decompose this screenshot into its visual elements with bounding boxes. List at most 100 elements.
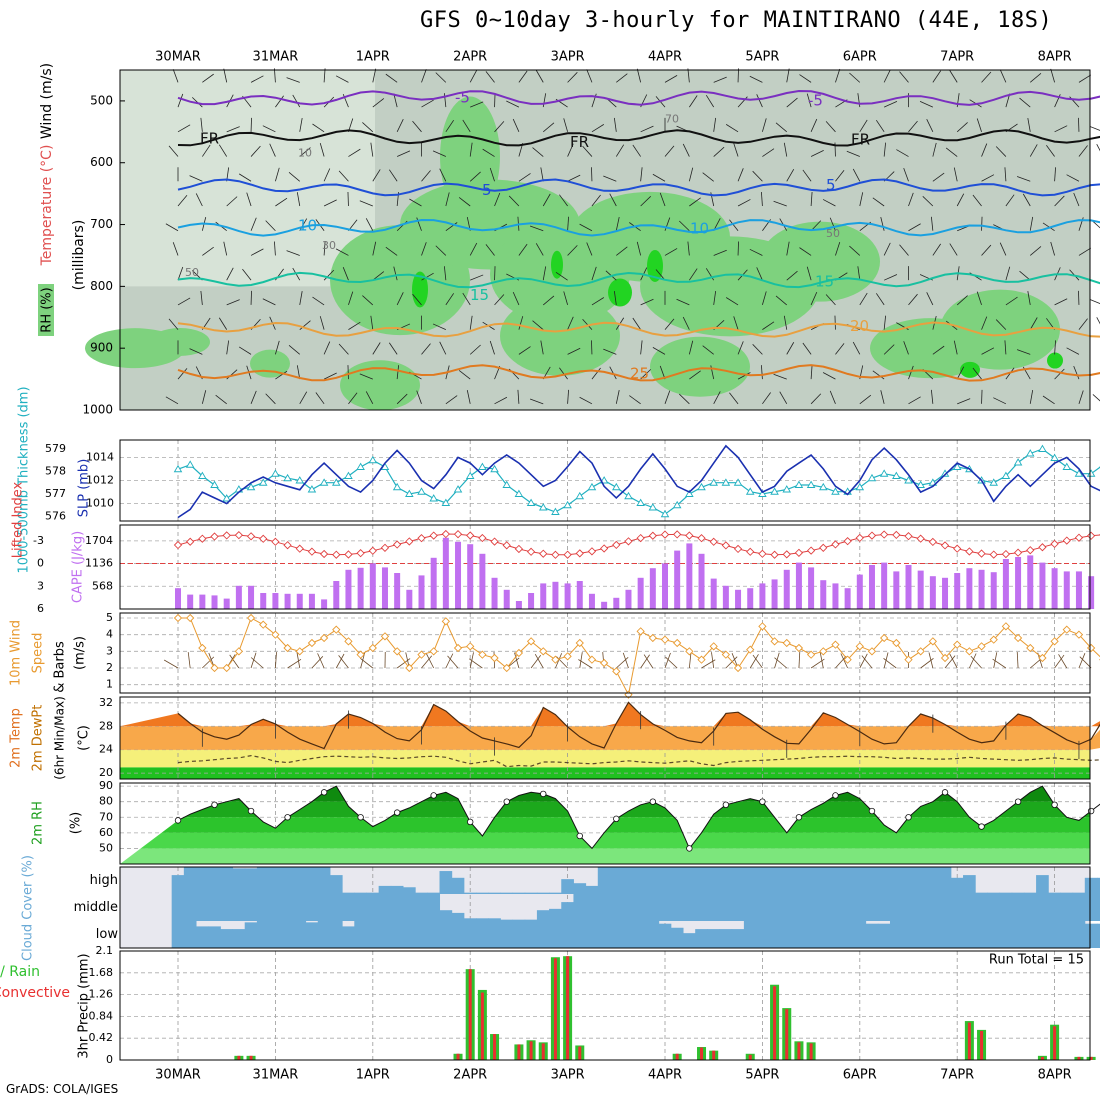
wind-barb-10m (445, 653, 454, 669)
cloud-high-bar (244, 868, 258, 894)
wind-barb (385, 73, 398, 83)
lifted-index-marker (977, 549, 986, 558)
wind-barb (177, 93, 184, 108)
cloud-middle-bar (1072, 894, 1086, 921)
wind-barb (609, 366, 617, 380)
lifted-index-marker (1038, 543, 1047, 552)
wind-barb (1042, 395, 1055, 405)
wind-barb (323, 199, 337, 207)
cloud-high-bar (281, 867, 294, 894)
wind-barb (761, 192, 763, 207)
wind-barb (810, 192, 813, 207)
wind-speed-marker (526, 637, 536, 646)
cloud-middle-bar (865, 894, 879, 921)
wind-barb (540, 340, 544, 355)
isotherm-line (177, 321, 1100, 338)
wind-barb-10m (250, 657, 264, 669)
wind-barb (292, 94, 301, 108)
wind-barb (348, 291, 354, 306)
wind-barb (202, 144, 211, 157)
wind-barb (729, 392, 739, 405)
wind-barb (202, 73, 214, 83)
temp-tick-label: 28 (99, 719, 113, 732)
bottom-day-label: 3APR (551, 1068, 585, 1083)
cloud-low-bar (1060, 921, 1074, 948)
wind-barb (849, 245, 861, 256)
cloud-middle-bar (415, 894, 428, 921)
precip-convective-bar (1040, 1056, 1044, 1060)
cape-bar (844, 588, 851, 609)
wind-barb (359, 373, 373, 380)
cape-bar (211, 595, 218, 609)
cloud-middle-bar (390, 894, 404, 921)
wind-barb (177, 297, 191, 306)
cloud-middle-bar (877, 894, 891, 921)
wind-barb (567, 143, 574, 157)
wind-barb (713, 76, 727, 83)
cape-tick-label: 568 (92, 579, 113, 592)
thickness-marker (222, 494, 231, 502)
cape-bar (868, 565, 875, 609)
wind-barb (956, 295, 968, 306)
wind-barb (883, 242, 891, 256)
cloud-middle-bar (987, 894, 1001, 921)
wind-barb (518, 70, 528, 83)
cloud-middle-bar (926, 894, 940, 921)
wind-barb (567, 72, 578, 83)
wind-speed-marker (636, 627, 645, 636)
thickness-tick-label: 577 (45, 487, 66, 500)
wind-barb (932, 172, 945, 182)
cape-bar (321, 599, 328, 609)
thickness-marker (831, 487, 840, 495)
wind-barb (981, 347, 995, 355)
wind-barb-10m (163, 659, 179, 669)
wind-barb-10m (514, 652, 520, 669)
thickness-marker (855, 482, 865, 491)
rh-band (120, 817, 1090, 833)
lifted-index-marker (319, 549, 329, 559)
thickness-marker (758, 489, 767, 497)
thickness-tick-label: 576 (45, 510, 66, 523)
wind-barb (265, 393, 276, 405)
wind-barb (274, 68, 276, 83)
wind-barb-10m (469, 658, 483, 669)
wind-speed-marker (660, 635, 670, 644)
wind-speed-marker (685, 647, 694, 656)
wind-barb (535, 243, 544, 256)
cape-bar (1015, 557, 1022, 609)
precip-convective-bar (480, 992, 484, 1060)
cape-bar (722, 585, 729, 609)
wind-barb (640, 340, 643, 355)
rh-moist-area (760, 221, 880, 302)
thickness-marker (672, 500, 682, 509)
wind-barb (749, 248, 763, 256)
wind-speed-marker (819, 647, 828, 656)
cloud-middle-bar (889, 894, 903, 921)
wind-barb (896, 149, 909, 157)
cape-bar (260, 593, 267, 609)
cloud-high-bar (841, 867, 854, 894)
lifted-index-marker (819, 543, 828, 552)
wind-barb (579, 396, 593, 405)
wind-barb (737, 341, 744, 355)
precip-convective-bar (797, 1042, 801, 1060)
rh-unit-label: (%) (69, 812, 84, 835)
wind-speed-marker (429, 647, 438, 656)
cape-tick-label: 1704 (85, 534, 113, 547)
lifted-index-marker (295, 544, 304, 553)
wind-speed-marker (758, 622, 767, 631)
wind10-label-c: & Barbs (53, 641, 68, 693)
wind-barb-10m (622, 652, 629, 669)
rh-legend-swatch (38, 284, 54, 336)
wind-speed-marker (1086, 643, 1096, 653)
cloud-level-label: middle (74, 900, 118, 915)
cloud-middle-bar (439, 910, 453, 921)
wind-barb (1066, 347, 1080, 355)
cape-bar (795, 562, 802, 609)
wind-tick-label: 5 (106, 611, 113, 624)
wind-barb (652, 347, 666, 355)
wind-barb-10m (665, 656, 678, 669)
rh-marker (320, 789, 328, 796)
cloud-middle-bar (1023, 894, 1037, 921)
wind-barb (462, 119, 471, 133)
